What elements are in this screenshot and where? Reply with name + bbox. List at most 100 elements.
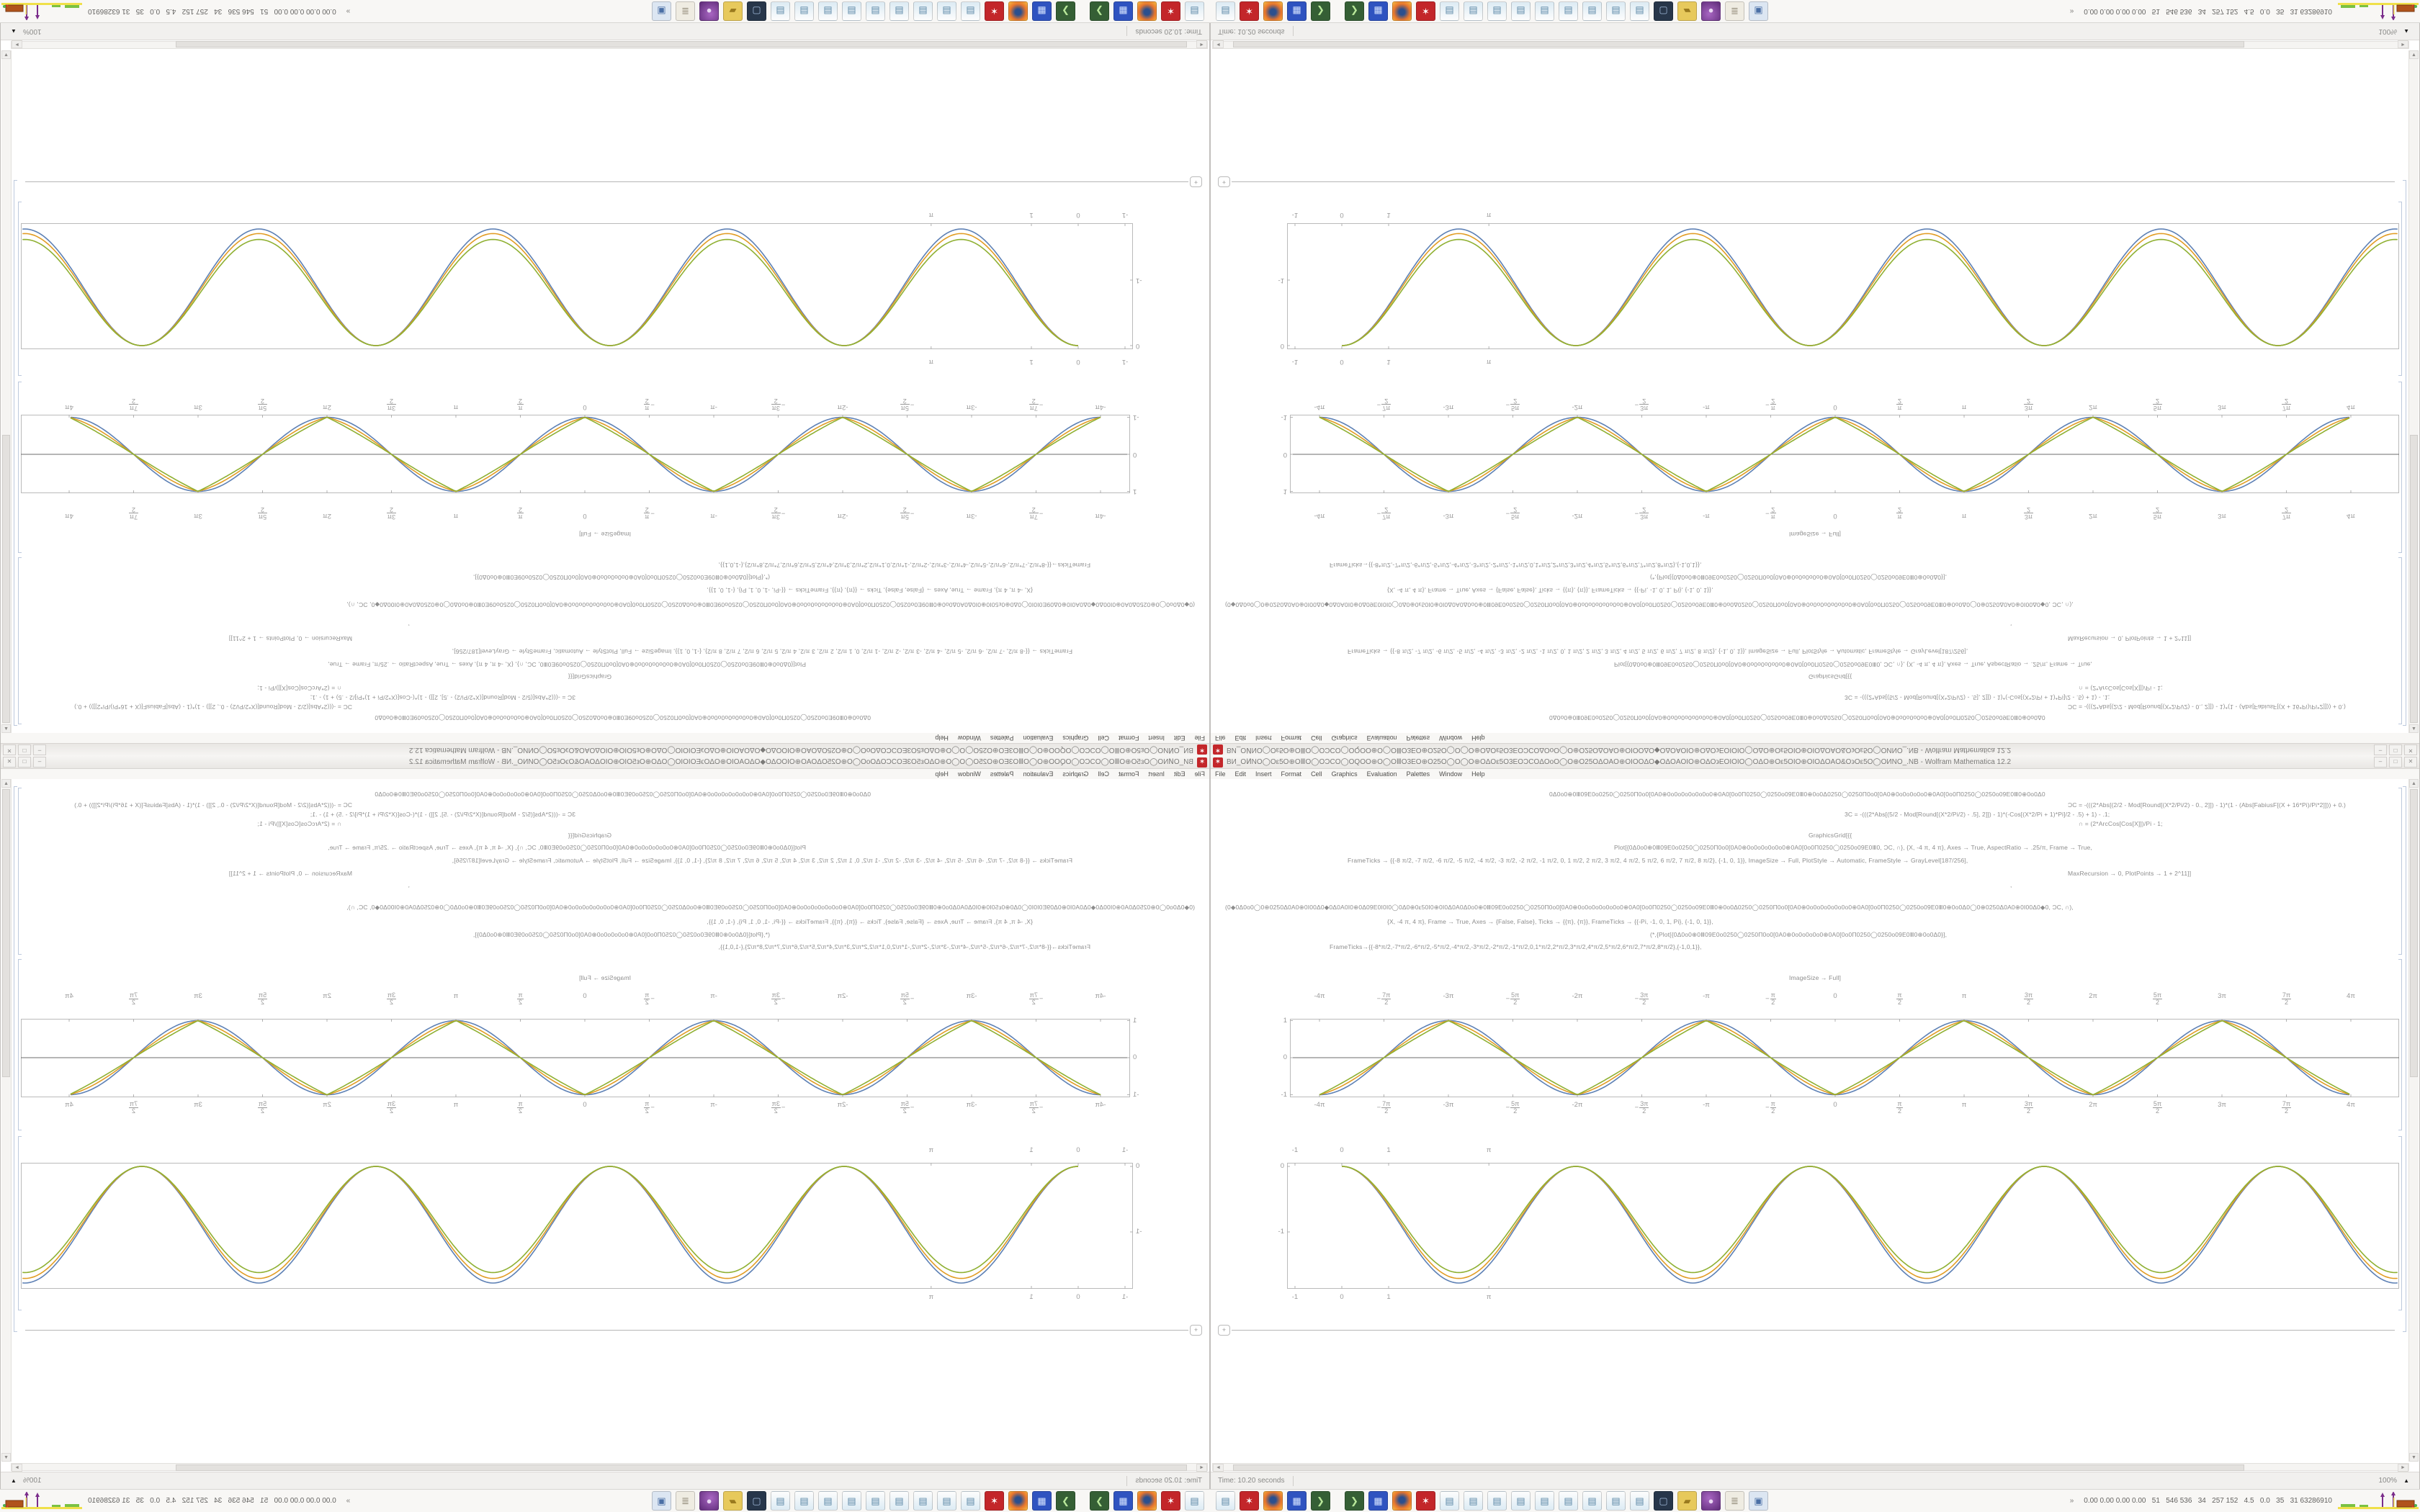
menu-item-window[interactable]: Window bbox=[1439, 770, 1463, 778]
insert-cell-plus-icon[interactable]: + bbox=[1190, 1324, 1202, 1336]
notepad-icon[interactable]: ▤ bbox=[794, 1491, 814, 1511]
horizontal-scrollbar[interactable]: ◄ ► bbox=[11, 40, 1208, 49]
window-icon[interactable]: ▣ bbox=[1749, 1, 1768, 21]
notepad-icon[interactable]: ▤ bbox=[818, 1491, 838, 1511]
mathematica-spikey-icon[interactable]: ✶ bbox=[1240, 1491, 1259, 1511]
cell-bracket-code[interactable] bbox=[18, 788, 22, 955]
cell-bracket-plot2[interactable] bbox=[18, 1136, 22, 1310]
notepad-icon[interactable]: ▤ bbox=[1606, 1491, 1626, 1511]
scroll-left-arrow-icon[interactable]: ◄ bbox=[1213, 1464, 1224, 1472]
horizontal-scrollbar[interactable]: ◄ ► bbox=[1212, 40, 2409, 49]
firefox-icon[interactable] bbox=[1392, 1, 1412, 21]
mathematica-spikey-icon[interactable]: ✶ bbox=[1240, 1, 1259, 21]
horizontal-scroll-thumb[interactable] bbox=[176, 41, 1187, 48]
vertical-scrollbar[interactable]: ▲ ▼ bbox=[2408, 50, 2419, 733]
monitor-icon[interactable]: ▢ bbox=[1654, 1491, 1673, 1511]
notepad-icon[interactable]: ▤ bbox=[1630, 1491, 1649, 1511]
notepad-icon[interactable]: ▤ bbox=[1216, 1, 1235, 21]
notepad-icon[interactable]: ▤ bbox=[1582, 1491, 1602, 1511]
menu-item-evaluation[interactable]: Evaluation bbox=[1366, 734, 1397, 742]
firefox-icon[interactable] bbox=[1137, 1, 1157, 21]
menu-item-cell[interactable]: Cell bbox=[1098, 770, 1109, 778]
notepad-icon[interactable]: ▤ bbox=[1185, 1, 1204, 21]
vertical-scroll-thumb[interactable] bbox=[2410, 435, 2418, 723]
tray-collapse-chevron-icon[interactable]: » bbox=[346, 1497, 351, 1505]
cell-bracket-plot1[interactable] bbox=[2398, 382, 2402, 553]
scroll-icon[interactable]: ≣ bbox=[676, 1491, 695, 1511]
firefox-icon[interactable] bbox=[1137, 1491, 1157, 1511]
notepad-icon[interactable]: ▤ bbox=[961, 1491, 980, 1511]
firefox-icon[interactable] bbox=[1392, 1491, 1412, 1511]
menu-item-window[interactable]: Window bbox=[957, 734, 981, 742]
horizontal-scroll-thumb[interactable] bbox=[1233, 41, 2244, 48]
menu-item-evaluation[interactable]: Evaluation bbox=[1366, 770, 1397, 778]
notepad-icon[interactable]: ▤ bbox=[1630, 1, 1649, 21]
notepad-icon[interactable]: ▤ bbox=[771, 1, 790, 21]
notebook-area[interactable]: 0Δ0o0⊕0Ⅲ09Ε0o0250◯0250Π0o0[0Α0⊕0o0o0o0o0… bbox=[1211, 779, 2419, 1462]
package-icon[interactable]: ● bbox=[1701, 1491, 1721, 1511]
scroll-down-arrow-icon[interactable]: ▼ bbox=[2409, 50, 2419, 59]
mathematica-spikey-icon[interactable]: ✶ bbox=[1161, 1, 1180, 21]
scroll-left-arrow-icon[interactable]: ◄ bbox=[1213, 40, 1224, 48]
menu-item-help[interactable]: Help bbox=[935, 734, 949, 742]
menu-item-palettes[interactable]: Palettes bbox=[1406, 734, 1430, 742]
scroll-icon[interactable]: ≣ bbox=[1725, 1, 1744, 21]
scroll-up-arrow-icon[interactable]: ▲ bbox=[2409, 779, 2419, 788]
menu-item-graphics[interactable]: Graphics bbox=[1331, 734, 1358, 742]
terminal-icon[interactable]: ❯ bbox=[1090, 1491, 1109, 1511]
terminal-icon[interactable]: ❯ bbox=[1056, 1491, 1075, 1511]
insert-cell-plus-icon[interactable]: + bbox=[1218, 1324, 1230, 1336]
scroll-down-arrow-icon[interactable]: ▼ bbox=[2409, 1453, 2419, 1462]
terminal-icon[interactable]: ❯ bbox=[1345, 1491, 1364, 1511]
magnification-menu-icon[interactable]: ▲ bbox=[2403, 28, 2409, 35]
window-icon[interactable]: ▣ bbox=[1749, 1491, 1768, 1511]
scroll-left-arrow-icon[interactable]: ◄ bbox=[1196, 40, 1207, 48]
notepad-icon[interactable]: ▤ bbox=[1559, 1491, 1578, 1511]
maximize-button[interactable]: □ bbox=[18, 757, 31, 768]
vertical-scrollbar[interactable]: ▲ ▼ bbox=[1, 50, 12, 733]
close-button[interactable]: ✕ bbox=[3, 757, 16, 768]
vertical-scroll-thumb[interactable] bbox=[2, 435, 10, 723]
menu-item-palettes[interactable]: Palettes bbox=[990, 734, 1014, 742]
maximize-button[interactable]: □ bbox=[2389, 744, 2402, 755]
notebook-area[interactable]: 0Δ0o0⊕0Ⅲ09Ε0o0250◯0250Π0o0[0Α0⊕0o0o0o0o0… bbox=[1211, 50, 2419, 733]
firefox-icon[interactable] bbox=[1008, 1491, 1028, 1511]
menu-item-format[interactable]: Format bbox=[1281, 734, 1302, 742]
floppy-icon[interactable]: ▦ bbox=[1368, 1491, 1388, 1511]
title-bar[interactable]: ✶ BИ_OͶNO◯Oε5O⊕OⅢO◯OƆCO◯OQOO⊕O◯OⅢO3ΕO⊕O2… bbox=[1, 743, 1209, 756]
mathematica-spikey-icon[interactable]: ✶ bbox=[985, 1491, 1004, 1511]
menu-item-palettes[interactable]: Palettes bbox=[990, 770, 1014, 778]
cell-bracket-outer[interactable] bbox=[14, 786, 17, 1332]
title-bar[interactable]: ✶ BИ_OͶNO◯Oε5O⊕OⅢO◯OƆCO◯OQOO⊕O◯OⅢO3ΕO⊕O2… bbox=[1, 756, 1209, 769]
monitor-icon[interactable]: ▢ bbox=[747, 1491, 766, 1511]
menu-item-edit[interactable]: Edit bbox=[1173, 734, 1186, 742]
notepad-icon[interactable]: ▤ bbox=[1511, 1, 1531, 21]
minimize-button[interactable]: – bbox=[2374, 757, 2387, 768]
cell-bracket-outer[interactable] bbox=[2403, 786, 2406, 1332]
scroll-right-arrow-icon[interactable]: ► bbox=[2398, 40, 2408, 48]
notepad-icon[interactable]: ▤ bbox=[1511, 1491, 1531, 1511]
menu-item-edit[interactable]: Edit bbox=[1234, 734, 1247, 742]
menu-item-insert[interactable]: Insert bbox=[1148, 770, 1165, 778]
insert-cell-line[interactable]: + bbox=[1218, 1324, 2395, 1336]
menu-item-format[interactable]: Format bbox=[1118, 770, 1139, 778]
menu-item-help[interactable]: Help bbox=[935, 770, 949, 778]
menu-item-file[interactable]: File bbox=[1194, 770, 1205, 778]
scroll-left-arrow-icon[interactable]: ◄ bbox=[1196, 1464, 1207, 1472]
menu-item-insert[interactable]: Insert bbox=[1148, 734, 1165, 742]
notepad-icon[interactable]: ▤ bbox=[1487, 1491, 1507, 1511]
insert-cell-line[interactable]: + bbox=[1218, 176, 2395, 188]
cell-bracket-plot2[interactable] bbox=[2398, 202, 2402, 376]
floppy-icon[interactable]: ▦ bbox=[1287, 1491, 1307, 1511]
firefox-icon[interactable] bbox=[1008, 1, 1028, 21]
notepad-icon[interactable]: ▤ bbox=[937, 1491, 956, 1511]
close-button[interactable]: ✕ bbox=[2404, 757, 2417, 768]
cell-bracket-plot1[interactable] bbox=[2398, 959, 2402, 1130]
insert-cell-line[interactable]: + bbox=[25, 176, 1202, 188]
floppy-icon[interactable]: ▦ bbox=[1113, 1491, 1133, 1511]
notepad-icon[interactable]: ▤ bbox=[1440, 1491, 1459, 1511]
terminal-icon[interactable]: ❯ bbox=[1345, 1, 1364, 21]
scroll-icon[interactable]: ≣ bbox=[1725, 1491, 1744, 1511]
notepad-icon[interactable]: ▤ bbox=[842, 1, 861, 21]
mathematica-spikey-icon[interactable]: ✶ bbox=[1416, 1491, 1435, 1511]
